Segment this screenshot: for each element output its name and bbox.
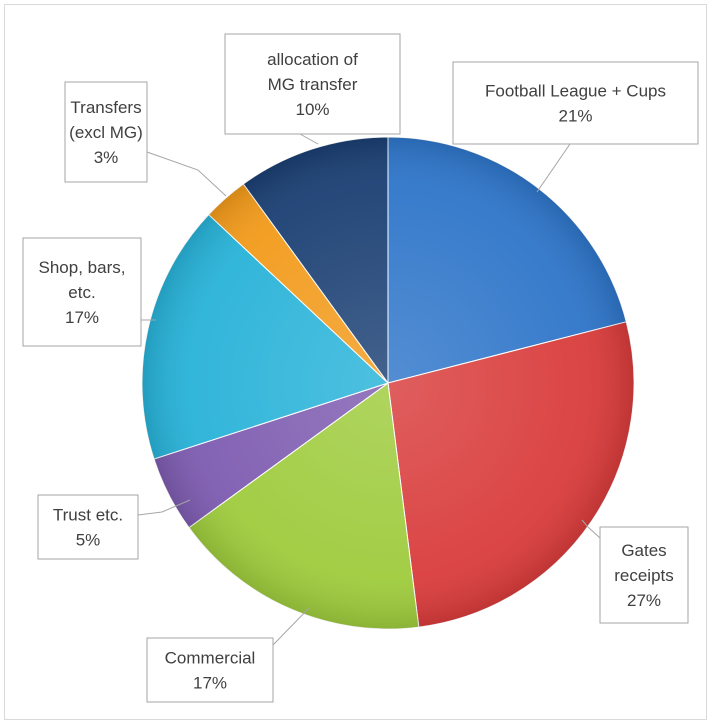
data-label-commercial: Commercial 17% [146,637,274,703]
leader-line-commercial [272,606,311,646]
slice-label: Transfers [70,98,141,117]
data-label-trust-etc: Trust etc. 5% [37,494,139,560]
leader-line-transfers-excl-mg [146,151,227,197]
data-label-allocation-of-mg-transfer: allocation of MG transfer 10% [224,33,401,135]
data-label-text: Gates receipts 27% [614,541,674,610]
data-label-text: Trust etc. 5% [53,506,123,550]
data-label-transfers-excl-mg: Transfers (excl MG) 3% [64,81,148,183]
slice-percent: 5% [76,531,101,550]
leader-line-gates-receipts [581,519,601,539]
slice-percent: 21% [558,107,592,126]
data-label-box [64,81,148,183]
slice-label: Football League + Cups [485,82,666,101]
data-label-box [22,237,142,347]
slice-label: MG transfer [268,75,358,94]
data-label-shop-bars-etc: Shop, bars, etc. 17% [22,237,142,347]
data-label-football-league-cups: Football League + Cups 21% [452,61,699,145]
leader-line-trust-etc [137,499,191,516]
data-label-text: Football League + Cups 21% [485,82,666,126]
data-label-box [452,61,699,145]
slice-label: etc. [68,283,95,302]
slice-label: Commercial [165,649,256,668]
slice-percent: 3% [94,148,119,167]
slice-label: Gates [621,541,666,560]
data-label-text: Transfers (excl MG) 3% [69,98,143,167]
data-label-text: Shop, bars, etc. 17% [39,258,126,327]
slice-percent: 27% [627,591,661,610]
slice-label: Shop, bars, [39,258,126,277]
leader-line-football-league-cups [536,143,571,193]
data-label-box [146,637,274,703]
data-label-gates-receipts: Gates receipts 27% [599,526,689,624]
slice-percent: 17% [193,674,227,693]
slice-label: receipts [614,566,674,585]
slice-label: (excl MG) [69,123,143,142]
slice-label: allocation of [267,50,358,69]
data-label-text: Commercial 17% [165,649,256,693]
slice-label: Trust etc. [53,506,123,525]
leader-line-allocation-of-mg-transfer [299,133,319,145]
slice-percent: 17% [65,308,99,327]
data-label-box [37,494,139,560]
data-label-box [599,526,689,624]
data-label-box [224,33,401,135]
slice-percent: 10% [295,100,329,119]
data-label-text: allocation of MG transfer 10% [267,50,358,119]
